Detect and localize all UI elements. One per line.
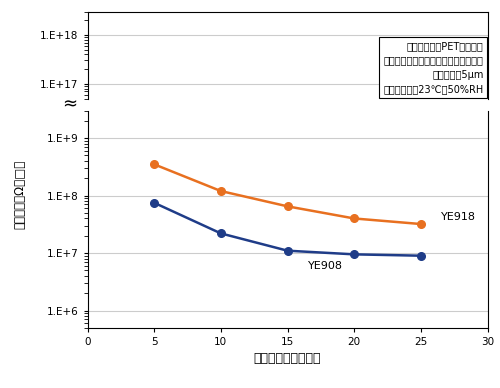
Text: 表面抗抗（Ω／□）: 表面抗抗（Ω／□）	[14, 159, 26, 229]
Text: 試料基材　：PETフィルム
バインダー：アクリル系エマルション
膜　厚　：5μm
測定条件　：23℃、50%RH: 試料基材 ：PETフィルム バインダー：アクリル系エマルション 膜 厚 ：5μm…	[384, 41, 484, 94]
Text: YE918: YE918	[441, 213, 476, 222]
Text: ≈: ≈	[62, 95, 78, 114]
Text: YE908: YE908	[308, 261, 342, 270]
X-axis label: 添加量（固形分％）: 添加量（固形分％）	[254, 352, 321, 365]
